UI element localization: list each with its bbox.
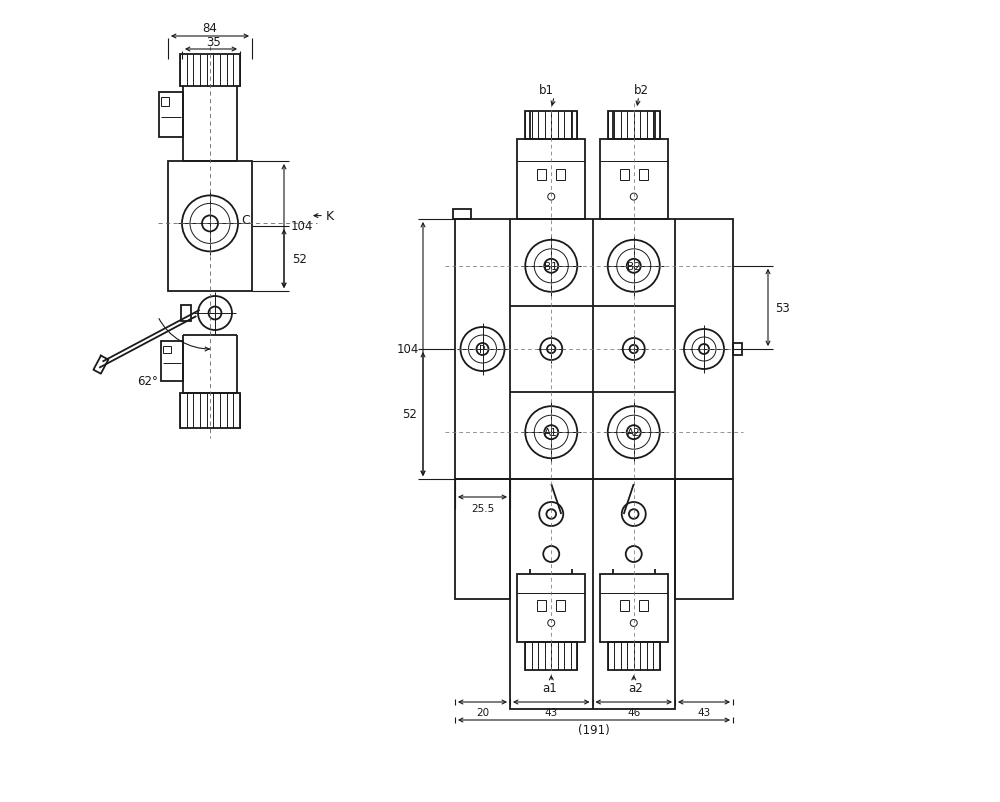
Bar xyxy=(181,306,191,322)
Bar xyxy=(455,480,510,599)
Text: 52: 52 xyxy=(403,408,417,421)
Bar xyxy=(600,140,668,220)
Bar xyxy=(608,111,660,140)
Text: A1: A1 xyxy=(544,427,558,438)
Text: C: C xyxy=(242,213,250,227)
Bar xyxy=(620,170,629,181)
Bar xyxy=(600,574,668,642)
Bar xyxy=(161,342,183,381)
Text: 84: 84 xyxy=(203,22,217,35)
Bar xyxy=(168,162,252,292)
Bar xyxy=(517,140,585,220)
Bar xyxy=(537,170,546,181)
Text: 20: 20 xyxy=(476,707,489,717)
Bar xyxy=(517,574,585,642)
Text: A2: A2 xyxy=(627,427,641,438)
Bar xyxy=(510,480,675,709)
Bar xyxy=(455,220,733,480)
Text: 43: 43 xyxy=(545,707,558,717)
Text: b2: b2 xyxy=(634,83,649,96)
Text: a2: a2 xyxy=(628,682,643,695)
Bar xyxy=(453,210,471,220)
Text: 62°: 62° xyxy=(138,375,158,388)
Text: B1: B1 xyxy=(544,261,558,271)
Text: b1: b1 xyxy=(539,83,554,96)
Text: 104: 104 xyxy=(291,221,313,233)
Text: P: P xyxy=(479,345,486,354)
Bar xyxy=(163,346,171,354)
Bar xyxy=(161,99,169,107)
Bar xyxy=(620,600,629,611)
Bar xyxy=(639,170,648,181)
Bar xyxy=(180,394,240,428)
Text: 104: 104 xyxy=(397,343,419,356)
Text: 46: 46 xyxy=(627,707,640,717)
Bar xyxy=(556,170,565,181)
Text: a1: a1 xyxy=(542,682,557,695)
Text: 35: 35 xyxy=(207,36,221,50)
Bar xyxy=(525,111,577,140)
Text: (191): (191) xyxy=(578,723,610,736)
Bar xyxy=(180,55,240,87)
Bar xyxy=(639,600,648,611)
Bar xyxy=(525,642,577,670)
Text: 52: 52 xyxy=(293,253,307,265)
Bar xyxy=(537,600,546,611)
Text: B2: B2 xyxy=(627,261,641,271)
Bar xyxy=(675,480,733,599)
Bar xyxy=(556,600,565,611)
Bar xyxy=(733,343,742,355)
Text: 43: 43 xyxy=(697,707,711,717)
Text: 53: 53 xyxy=(775,302,789,314)
Bar xyxy=(608,642,660,670)
Bar xyxy=(159,93,183,138)
Text: K: K xyxy=(326,210,334,223)
Text: 25.5: 25.5 xyxy=(471,504,494,513)
